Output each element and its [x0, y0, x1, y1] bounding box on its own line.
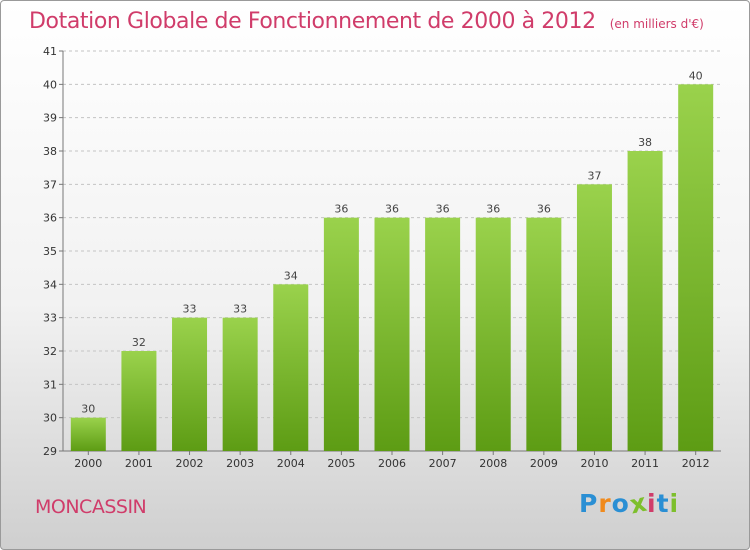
logo-letter: i	[647, 489, 657, 518]
bar-2008	[475, 217, 511, 451]
data-label-2008: 36	[486, 203, 500, 216]
logo-letter: P	[579, 489, 599, 518]
logo-letter: i	[669, 489, 680, 518]
chart-title: Dotation Globale de Fonctionnement de 20…	[29, 9, 704, 34]
x-tick-label-2011: 2011	[631, 457, 659, 470]
x-tick-label-2002: 2002	[176, 457, 204, 470]
proxiti-logo: Proxiti	[579, 488, 680, 520]
y-tick-labels: 29 30 31 32 33 34 35 36 37 38 39 40 41	[43, 45, 57, 458]
bar-2001	[121, 351, 157, 451]
logo-letter: t	[656, 489, 670, 518]
data-label-2005: 36	[334, 203, 348, 216]
x-tick-label-2000: 2000	[74, 457, 102, 470]
y-tick-label: 37	[43, 178, 57, 191]
y-tick-label: 33	[43, 312, 57, 325]
x-tick-label-2001: 2001	[125, 457, 153, 470]
logo-letter: r	[598, 489, 612, 518]
bar-2011	[627, 151, 663, 451]
data-label-2010: 37	[587, 169, 601, 182]
commune-name: MONCASSIN	[35, 496, 147, 518]
y-tick-label: 35	[43, 245, 57, 258]
x-tick-label-2009: 2009	[530, 457, 558, 470]
bar-2004	[273, 284, 309, 451]
bars	[70, 84, 714, 452]
bar-2003	[222, 317, 258, 451]
y-tick-label: 40	[43, 78, 57, 91]
y-tick-label: 31	[43, 378, 57, 391]
data-label-2000: 30	[81, 403, 95, 416]
bar-2000	[70, 417, 106, 451]
data-label-2011: 38	[638, 136, 652, 149]
data-label-2012: 40	[689, 69, 703, 82]
data-label-2004: 34	[284, 269, 298, 282]
bar-2002	[172, 317, 208, 451]
data-label-2007: 36	[436, 203, 450, 216]
x-tick-label-2004: 2004	[277, 457, 305, 470]
y-tick-label: 38	[43, 145, 57, 158]
y-tick-label: 41	[43, 45, 57, 58]
data-labels: 30 32 33 33 34 36 36 36 36 36 37 38 40	[81, 69, 702, 415]
y-tick-label: 36	[43, 212, 57, 225]
chart-title-text: Dotation Globale de Fonctionnement de 20…	[29, 9, 596, 34]
x-tick-labels: 2000 2001 2002 2003 2004 2005 2006 2007 2008 2009…	[74, 457, 709, 470]
y-tick-label: 39	[43, 112, 57, 125]
x-tick-label-2010: 2010	[580, 457, 608, 470]
bar-2010	[576, 184, 612, 452]
x-tick-label-2007: 2007	[429, 457, 457, 470]
y-tick-label: 32	[43, 345, 57, 358]
bar-2012	[678, 84, 714, 451]
data-label-2002: 33	[183, 303, 197, 316]
y-tick-label: 29	[43, 445, 57, 458]
bar-2009	[526, 217, 562, 451]
bar-2006	[374, 217, 410, 451]
y-tick-label: 30	[43, 412, 57, 425]
data-label-2006: 36	[385, 203, 399, 216]
x-tick-label-2005: 2005	[327, 457, 355, 470]
x-tick-label-2006: 2006	[378, 457, 406, 470]
bar-2005	[323, 217, 359, 451]
x-tick-label-2003: 2003	[226, 457, 254, 470]
data-label-2003: 33	[233, 303, 247, 316]
data-label-2009: 36	[537, 203, 551, 216]
y-tick-label: 34	[43, 278, 57, 291]
x-tick-label-2008: 2008	[479, 457, 507, 470]
data-label-2001: 32	[132, 336, 146, 349]
bar-2007	[425, 217, 461, 451]
logo-letter: o	[611, 489, 630, 518]
x-tick-label-2012: 2012	[682, 457, 710, 470]
chart-subtitle: (en milliers d'€)	[609, 17, 704, 31]
